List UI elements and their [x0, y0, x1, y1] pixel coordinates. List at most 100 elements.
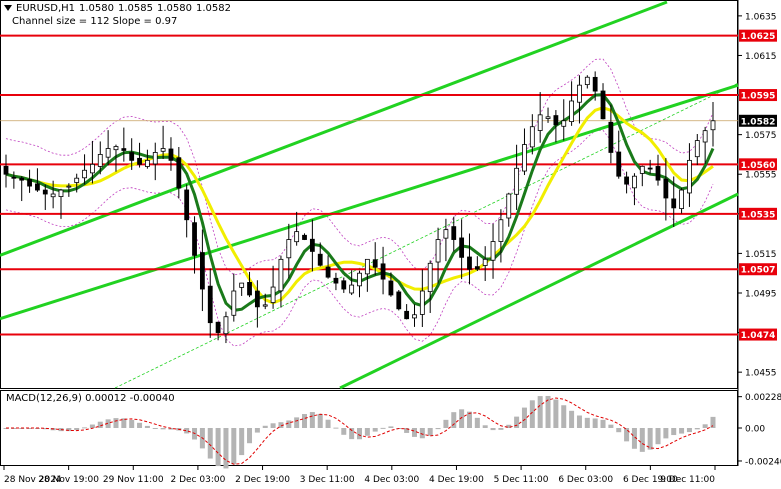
macd-bar — [286, 420, 292, 428]
candle-body — [199, 252, 205, 290]
macd-bar — [655, 428, 661, 445]
candle-body — [687, 159, 692, 194]
time-label: 28 Nov 19:00 — [38, 475, 99, 485]
macd-bar — [498, 428, 504, 430]
candle-body — [545, 116, 551, 119]
candle-body — [144, 159, 150, 167]
time-label: 3 Dec 11:00 — [300, 475, 355, 485]
macd-bar — [584, 417, 590, 428]
macd-bar — [207, 428, 213, 459]
time-label: 9 Dec 11:00 — [660, 475, 715, 485]
candle-body — [58, 189, 64, 197]
macd-bar — [357, 428, 362, 440]
candle-body — [333, 277, 339, 284]
macd-tick-label: 0.00228 — [745, 393, 781, 403]
candle-body — [451, 226, 457, 240]
macd-tick-label: -0.00240 — [745, 457, 781, 467]
macd-bar — [647, 428, 653, 450]
macd-bar — [317, 413, 323, 428]
macd-bar — [254, 428, 260, 433]
candle-body — [317, 253, 323, 266]
level-badge — [739, 263, 777, 276]
candle-body — [584, 76, 590, 86]
candle-body — [302, 234, 307, 240]
macd-bar — [294, 417, 300, 428]
candle-body — [262, 304, 268, 307]
candle-body — [184, 189, 190, 221]
candle-body — [506, 193, 512, 219]
candle-body — [231, 290, 237, 316]
macd-bar — [42, 428, 48, 430]
candle-body — [553, 115, 559, 126]
candle-body — [710, 120, 716, 131]
candle-body — [498, 219, 504, 242]
macd-bar — [616, 428, 622, 433]
time-label: 2 Dec 19:00 — [235, 475, 290, 485]
candle-body — [459, 237, 465, 258]
macd-bar — [427, 428, 433, 436]
macd-bar — [89, 424, 95, 428]
candle-body — [702, 130, 708, 143]
candle-body — [27, 179, 32, 187]
candle-body — [663, 178, 669, 199]
time-label: 28 Nov 2024 — [4, 475, 62, 485]
collapse-triangle-icon[interactable] — [4, 5, 12, 11]
candle-body — [529, 126, 535, 148]
macd-bar — [364, 428, 370, 436]
candle-body — [364, 258, 370, 275]
candle-body — [247, 282, 252, 296]
candle-body — [632, 175, 637, 189]
macd-bar — [710, 416, 716, 428]
candle-body — [97, 154, 103, 167]
macd-bar — [561, 405, 567, 428]
candle-body — [152, 152, 158, 165]
candle-body — [207, 285, 213, 324]
price-pane-frame — [0, 0, 738, 389]
macd-bar — [553, 399, 559, 428]
macd-bar — [223, 428, 229, 469]
macd-bar — [97, 421, 103, 428]
level-badge — [739, 207, 777, 220]
candle-body — [341, 280, 347, 290]
price-tick-label: 1.0575 — [745, 131, 777, 141]
price-tick-label: 1.0635 — [745, 12, 777, 22]
macd-bar — [184, 428, 190, 434]
macd-signal-line — [6, 397, 714, 465]
macd-bar — [679, 428, 685, 434]
candle-body — [616, 151, 622, 177]
macd-bar — [262, 425, 268, 428]
candle-body — [514, 167, 520, 195]
symbol-info-row: EURUSD,H1 1.0580 1.0585 1.0580 1.0582 — [4, 3, 235, 14]
macd-bar — [537, 396, 543, 428]
candle-body — [490, 241, 496, 261]
time-label: 6 Dec 03:00 — [558, 475, 613, 485]
candle-body — [569, 100, 574, 123]
candle-body — [74, 177, 80, 183]
candle-body — [388, 280, 394, 296]
macd-bar — [529, 400, 535, 428]
candle-body — [412, 314, 417, 319]
macd-bar — [506, 424, 512, 428]
macd-bar — [592, 418, 598, 428]
price-tick-label: 1.0495 — [745, 289, 777, 299]
time-label: 2 Dec 03:00 — [171, 475, 226, 485]
candle-body — [11, 176, 17, 179]
candle-body — [254, 290, 260, 308]
high-value: 1.0585 — [118, 3, 154, 14]
macd-bar — [702, 424, 708, 428]
candle-body — [239, 282, 245, 288]
channel-lower-line — [339, 192, 739, 390]
candle-body — [309, 238, 315, 252]
macd-bar — [278, 422, 284, 428]
macd-bar — [105, 419, 111, 428]
macd-bar — [482, 425, 488, 428]
candle-body — [592, 76, 598, 92]
candle-body — [435, 239, 441, 263]
level-badge — [739, 158, 777, 171]
ma-slow-line — [5, 106, 714, 305]
candle-body — [537, 114, 543, 131]
candle-body — [357, 272, 362, 287]
candle-body — [671, 198, 677, 209]
macd-bar — [490, 428, 496, 431]
